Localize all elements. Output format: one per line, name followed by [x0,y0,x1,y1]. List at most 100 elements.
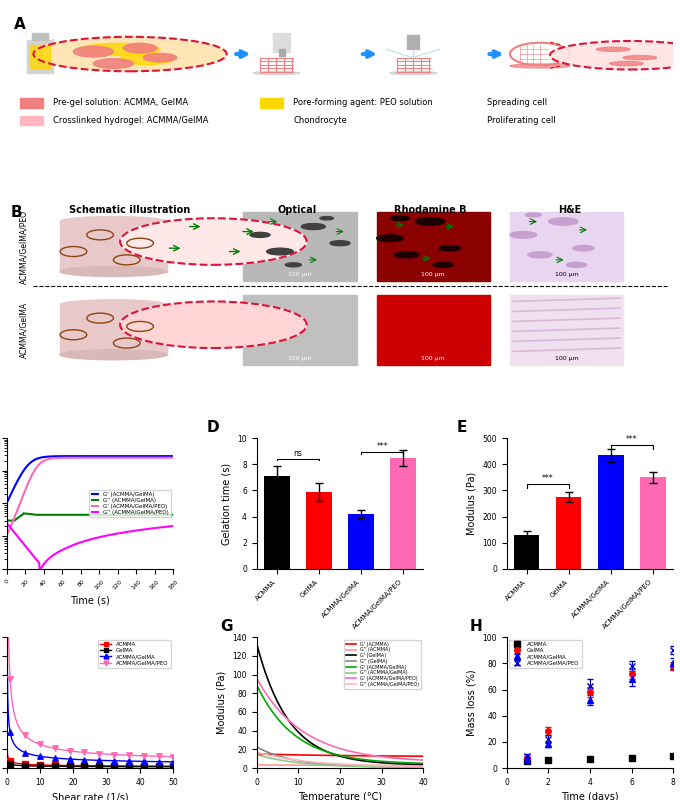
G' (ACMMA) [253,750,261,759]
Bar [20,98,44,107]
G'' (ACMMA/GelMA/PEO) [419,762,428,771]
G'' (ACMMA/GelMA) [82,510,90,520]
G' (ACMMA) [393,751,401,761]
Line: G'' (GelMA): G'' (GelMA) [257,747,423,767]
Circle shape [573,246,594,251]
Point [49,759,60,772]
Text: 100 μm: 100 μm [288,356,312,361]
G'' (ACMMA/GelMA/PEO) [83,535,91,545]
Point [5,726,16,738]
Text: Spreading cell: Spreading cell [487,98,547,107]
G'' (GelMA) [352,762,360,771]
Point [35,760,46,773]
Text: E: E [457,419,467,434]
Circle shape [415,218,445,226]
Text: Schematic illustration: Schematic illustration [69,205,190,215]
G' (ACMMA/GelMA/PEO) [253,674,261,683]
G'' (ACMMA/GelMA/PEO) [35,564,44,574]
G'' (ACMMA) [419,761,428,770]
Point [138,755,149,768]
Line: G'' (ACMMA/GelMA/PEO): G'' (ACMMA/GelMA/PEO) [257,752,423,766]
Text: H&E: H&E [558,205,581,215]
Ellipse shape [93,59,133,68]
Legend: G' (ACMMA/GelMA), G'' (ACMMA/GelMA), G' (ACMMA/GelMA/PEO), G'' (ACMMA/GelMA/PEO): G' (ACMMA/GelMA), G'' (ACMMA/GelMA), G' … [89,490,171,518]
G'' (ACMMA/GelMA/PEO) [354,760,362,770]
Legend: G' (ACMMA), G'' (ACMMA), G' (GelMA), G'' (GelMA), G' (ACMMA/GelMA), G'' (ACMMA/G: G' (ACMMA), G'' (ACMMA), G' (GelMA), G''… [344,640,421,689]
Point [124,749,135,762]
G'' (ACMMA/GelMA) [404,762,412,772]
Bar [20,116,44,126]
Ellipse shape [124,43,157,53]
G'' (ACMMA) [354,761,362,770]
G'' (ACMMA/GelMA/PEO) [253,747,261,757]
Circle shape [33,37,226,71]
G' (ACMMA/GelMA) [139,451,148,461]
Text: Optical: Optical [277,205,316,215]
Circle shape [525,213,541,217]
G'' (ACMMA) [253,760,261,770]
Point [64,753,75,766]
Bar [30,45,50,68]
G' (ACMMA/GelMA) [102,451,110,461]
G'' (ACMMA/GelMA) [20,509,28,518]
G' (ACMMA/GelMA) [352,754,360,763]
G'' (ACMMA/GelMA) [354,762,362,771]
Bar [598,455,624,569]
G' (ACMMA/GelMA/PEO) [83,453,91,462]
Circle shape [566,262,587,267]
Circle shape [549,218,578,226]
Bar [641,478,666,569]
Bar [260,98,284,107]
Bar [510,295,624,365]
Ellipse shape [143,54,177,62]
Bar [265,476,290,569]
Bar [60,305,167,354]
Text: 100 μm: 100 μm [422,356,445,361]
Point [168,760,179,773]
Bar [377,295,490,365]
X-axis label: Temperature (°C): Temperature (°C) [298,792,382,800]
Circle shape [286,263,301,267]
Point [153,760,164,773]
Point [153,750,164,762]
Bar [27,40,54,73]
Ellipse shape [120,53,173,65]
Ellipse shape [60,266,167,277]
Line: G' (ACMMA): G' (ACMMA) [257,754,423,756]
Legend: ACMMA, GelMA, ACMMA/GelMA, ACMMA/GelMA/PEO: ACMMA, GelMA, ACMMA/GelMA, ACMMA/GelMA/P… [509,640,582,668]
Circle shape [250,232,270,238]
Point [5,673,16,686]
G' (ACMMA/GelMA) [253,682,261,691]
Ellipse shape [623,55,656,60]
G'' (ACMMA/GelMA) [253,750,261,759]
Point [35,738,46,750]
G' (ACMMA/GelMA/PEO) [352,748,360,758]
Bar [273,33,290,52]
G'' (ACMMA/GelMA/PEO) [404,762,412,771]
G' (ACMMA/GelMA) [253,680,261,690]
G' (GelMA) [393,759,401,769]
Text: Crosslinked hydrogel: ACMMA/GelMA: Crosslinked hydrogel: ACMMA/GelMA [54,116,209,125]
Text: A: A [14,17,25,32]
Point [35,758,46,771]
Point [124,759,135,772]
Point [94,760,105,773]
X-axis label: Time (s): Time (s) [70,596,110,606]
Circle shape [528,252,552,258]
G' (ACMMA/GelMA) [83,451,91,461]
G'' (ACMMA/GelMA) [166,510,174,520]
G' (ACMMA/GelMA/PEO) [253,674,261,684]
G'' (ACMMA/GelMA/PEO) [352,760,360,770]
Ellipse shape [260,117,284,125]
G' (ACMMA/GelMA/PEO) [165,453,173,462]
Point [79,754,90,766]
Line: G' (ACMMA/GelMA): G' (ACMMA/GelMA) [7,456,173,503]
Text: ACMMA/GelMA/PEO: ACMMA/GelMA/PEO [19,210,28,283]
Ellipse shape [60,217,167,226]
Circle shape [330,241,350,246]
G'' (ACMMA) [404,761,412,770]
G'' (ACMMA/GelMA/PEO) [166,522,174,531]
Circle shape [510,231,537,238]
Text: Pore-forming agent: PEO solution: Pore-forming agent: PEO solution [293,98,433,107]
G'' (ACMMA/GelMA) [83,510,91,520]
